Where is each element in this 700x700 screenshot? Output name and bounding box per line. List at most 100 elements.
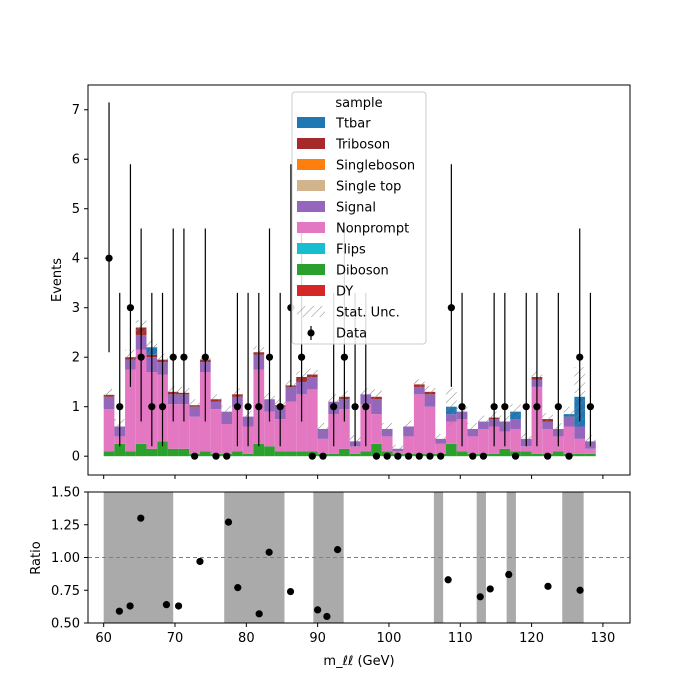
stat-unc-band <box>563 406 575 422</box>
stack-bar-diboson <box>552 451 564 457</box>
data-point <box>265 353 274 361</box>
stat-unc-band <box>371 389 382 405</box>
stack-bar-nonprompt <box>210 409 222 454</box>
data-point <box>469 452 477 460</box>
stack-bar-signal <box>103 396 115 410</box>
stack-bar-diboson <box>585 453 596 457</box>
data-point <box>501 403 509 411</box>
stack-bar-nonprompt <box>317 438 329 454</box>
ratio-point <box>323 612 331 621</box>
stat-unc-band <box>381 423 393 435</box>
ratio-ytick-label: 1.25 <box>51 518 80 533</box>
data-point <box>586 403 595 411</box>
stat-unc-band <box>317 423 329 435</box>
stack-bar-nonprompt <box>178 404 190 449</box>
stack-bar-nonprompt <box>167 404 179 449</box>
stack-bar-signal <box>306 377 318 390</box>
data-point <box>137 353 145 361</box>
stack-bar-diboson <box>360 451 372 457</box>
stack-bar-signal <box>542 421 553 429</box>
stack-bar-diboson <box>114 443 126 457</box>
ratio-ylabel: Ratio <box>29 541 44 574</box>
ratio-point <box>334 546 342 554</box>
stack-bar-nonprompt <box>189 416 200 454</box>
stack-bar-diboson <box>488 453 500 457</box>
data-point <box>479 452 488 460</box>
data-point <box>180 353 188 361</box>
stat-unc-band <box>424 385 436 398</box>
stack-bar-diboson <box>456 451 468 457</box>
data-point <box>223 452 231 460</box>
legend-label: Ttbar <box>335 117 371 132</box>
stack-bar-nonprompt <box>413 394 425 454</box>
stack-bar-diboson <box>199 451 211 457</box>
data-point <box>126 304 135 312</box>
stack-bar-diboson <box>135 443 147 457</box>
data-point <box>158 403 167 411</box>
stack-bar-diboson <box>274 451 286 457</box>
data-point <box>244 403 252 411</box>
data-point <box>404 452 413 460</box>
data-point <box>426 452 434 460</box>
stack-bar-nonprompt <box>424 406 436 454</box>
data-point <box>297 353 306 361</box>
stat-unc-band <box>392 444 404 453</box>
legend-label: Data <box>336 327 367 342</box>
data-point <box>576 353 584 361</box>
data-point <box>105 254 113 262</box>
stack-bar-nonprompt <box>381 436 393 452</box>
stack-bar-diboson <box>157 441 168 457</box>
main-ytick-label: 6 <box>72 153 80 168</box>
stack-bar-nonprompt <box>574 438 586 454</box>
stat-unc-band <box>306 368 318 381</box>
stack-bar-diboson <box>574 453 586 457</box>
stack-bar-diboson <box>371 443 382 457</box>
stack-bar-signal <box>189 406 200 417</box>
data-point <box>201 353 209 361</box>
legend-swatch-stat-unc <box>297 306 325 317</box>
legend-swatch-singleboson <box>297 159 325 170</box>
stack-bar-diboson <box>264 446 275 457</box>
ratio-ytick-label: 0.75 <box>51 584 80 599</box>
data-point <box>148 403 156 411</box>
data-point <box>372 452 381 460</box>
legend-swatch-ttbar <box>297 117 325 128</box>
stack-bar-diboson <box>232 451 243 457</box>
ratio-ytick-label: 1.50 <box>51 486 80 501</box>
legend-swatch-data <box>307 329 315 337</box>
stack-bar-nonprompt <box>349 446 361 454</box>
stack-bar-nonprompt <box>371 414 382 444</box>
data-point <box>415 452 423 460</box>
stack-bar-signal <box>510 419 521 429</box>
stack-bar-nonprompt <box>510 428 521 452</box>
data-point <box>447 304 455 312</box>
stat-unc-band <box>403 420 414 433</box>
legend-label: Singleboson <box>336 159 415 174</box>
ratio-xtick-label: 60 <box>95 631 112 646</box>
ratio-point <box>505 570 513 579</box>
legend: sample Ttbar Triboson Singleboson Single to… <box>291 91 427 345</box>
data-point <box>383 452 391 460</box>
stack-bar-diboson <box>328 453 340 457</box>
legend-swatch-flips <box>297 243 325 254</box>
stack-bar-diboson <box>499 448 511 457</box>
data-point <box>533 403 541 411</box>
stack-bar-diboson <box>446 443 457 457</box>
data-point <box>212 452 220 460</box>
data-point <box>276 403 284 411</box>
data-point <box>191 452 199 460</box>
ratio-ytick-label: 0.50 <box>51 617 80 632</box>
ratio-xtick-label: 130 <box>590 631 615 646</box>
stack-bar-nonprompt <box>103 409 115 452</box>
stack-bar-nonprompt <box>285 401 297 452</box>
main-plot-frame <box>87 84 631 476</box>
ratio-point <box>476 593 484 601</box>
ratio-point <box>174 602 183 610</box>
stack-bar-nonprompt <box>435 443 447 454</box>
stat-unc-band <box>221 405 233 418</box>
main-ytick-label: 3 <box>72 301 80 316</box>
legend-swatch-diboson <box>297 264 325 275</box>
data-point <box>458 403 466 411</box>
legend-swatch-triboson <box>297 138 325 149</box>
